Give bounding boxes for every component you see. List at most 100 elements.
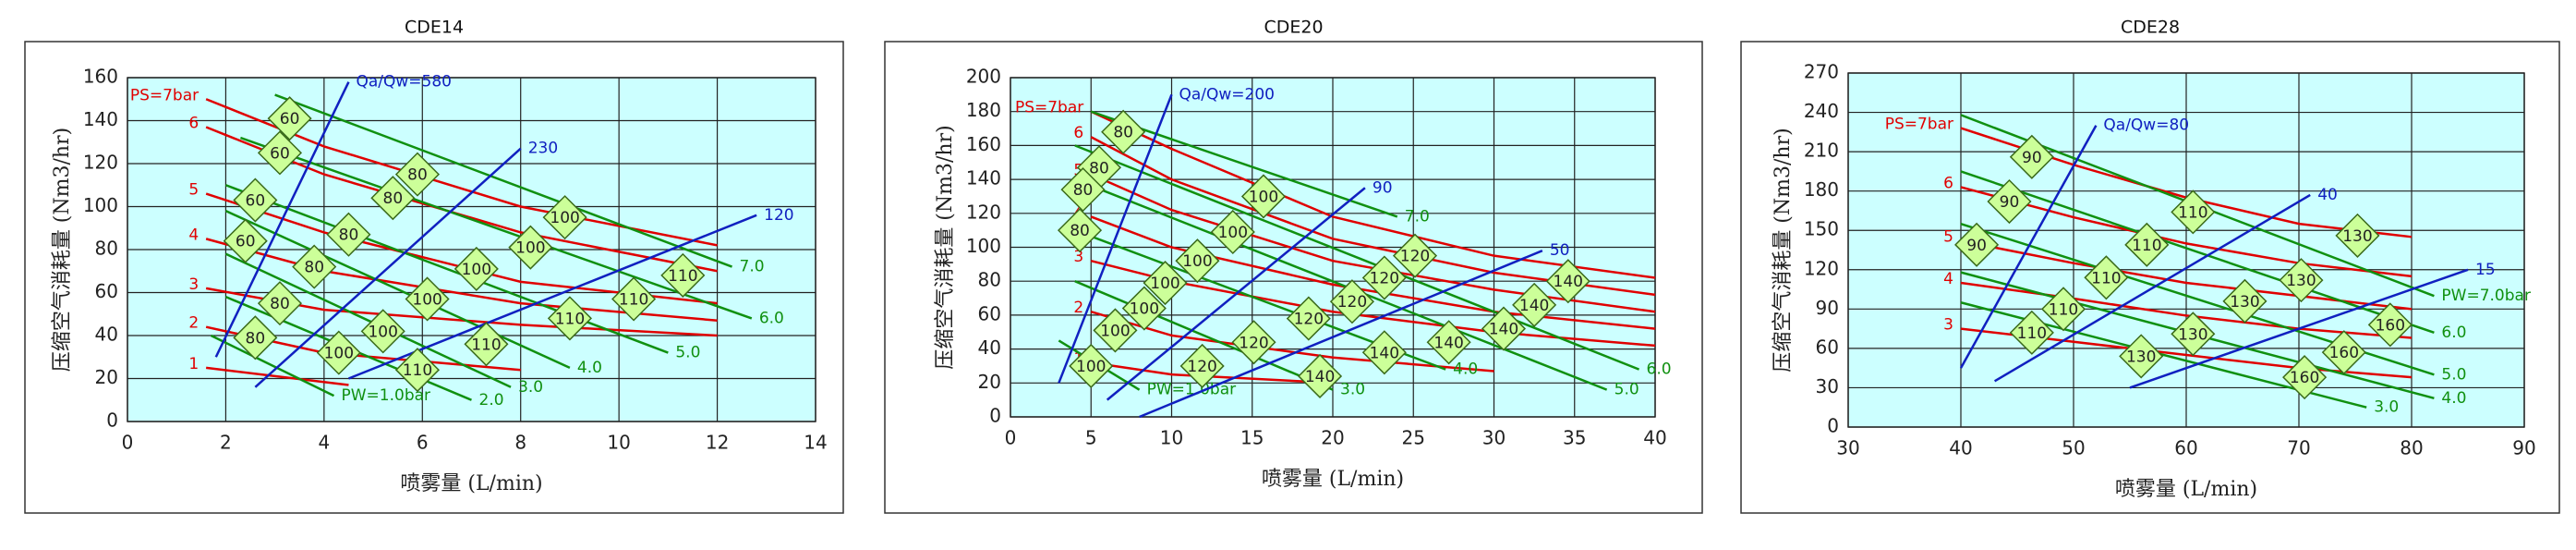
x-tick-label: 30 xyxy=(1482,427,1506,449)
marker-label: 110 xyxy=(2091,269,2121,287)
marker-label: 120 xyxy=(1239,334,1268,352)
y-axis-label: 压缩空气消耗量 (Nm3/hr) xyxy=(51,128,74,372)
x-axis-label: 喷雾量 (L/min) xyxy=(1262,468,1404,491)
y-tick-label: 40 xyxy=(978,336,1001,359)
marker-label: 60 xyxy=(270,144,290,163)
series-line xyxy=(1993,193,2311,383)
series-label: 5 xyxy=(1943,228,1953,247)
y-tick-label: 0 xyxy=(989,405,1001,427)
marker-diamond xyxy=(2222,278,2268,324)
x-tick-label: 20 xyxy=(1321,427,1344,449)
series-label: 7.0 xyxy=(740,258,765,276)
series-line xyxy=(1074,177,1608,391)
marker-diamond xyxy=(2084,255,2129,300)
marker-diamond xyxy=(1175,238,1220,284)
marker-diamond xyxy=(542,195,587,240)
marker-label: 130 xyxy=(2342,227,2372,246)
marker-diamond xyxy=(2040,287,2086,332)
marker-label: 110 xyxy=(619,290,648,309)
marker-diamond xyxy=(1101,109,1146,154)
series-label: 3.0 xyxy=(518,378,543,397)
marker-label: 140 xyxy=(1433,334,1463,352)
series-line xyxy=(1960,186,2413,278)
series-label: 4.0 xyxy=(1453,361,1478,379)
series-label: 50 xyxy=(1550,241,1570,260)
marker-label: 120 xyxy=(1370,270,1399,288)
marker-label: 140 xyxy=(1519,297,1549,315)
series-label: 6 xyxy=(1073,124,1083,142)
x-tick-label: 40 xyxy=(1949,437,1972,459)
marker-label: 100 xyxy=(1249,188,1278,206)
series-label: 6 xyxy=(1943,174,1953,192)
series-label: 4.0 xyxy=(577,359,602,377)
series-label: 3.0 xyxy=(2374,398,2399,417)
y-axis-label: 压缩空气消耗量 (Nm3/hr) xyxy=(1772,128,1795,372)
series-line xyxy=(1139,250,1543,419)
series-label: 230 xyxy=(528,140,558,158)
y-tick-label: 120 xyxy=(966,201,1001,223)
marker-label: 80 xyxy=(1089,159,1109,177)
y-tick-label: 0 xyxy=(106,409,118,432)
series-line xyxy=(214,81,350,358)
marker-diamond xyxy=(360,309,405,354)
x-tick-label: 50 xyxy=(2062,437,2085,459)
x-tick-label: 30 xyxy=(1836,437,1859,459)
x-tick-label: 10 xyxy=(1160,427,1183,449)
marker-diamond xyxy=(292,244,337,289)
y-tick-label: 60 xyxy=(95,280,118,302)
series-label: 2 xyxy=(1073,299,1083,317)
marker-label: 120 xyxy=(1400,248,1430,266)
marker-diamond xyxy=(2282,355,2328,400)
marker-diamond xyxy=(1143,260,1188,306)
y-tick-label: 40 xyxy=(95,324,118,346)
marker-label: 100 xyxy=(1150,275,1179,293)
series-line xyxy=(239,136,753,320)
marker-label: 100 xyxy=(550,209,579,227)
marker-label: 80 xyxy=(1113,124,1133,142)
marker-label: 90 xyxy=(1966,237,1987,255)
marker-diamond xyxy=(1361,330,1407,375)
series-line xyxy=(210,334,335,397)
marker-diamond xyxy=(1240,174,1287,219)
y-tick-label: 100 xyxy=(966,235,1001,257)
series-label: 2.0 xyxy=(479,391,504,409)
x-tick-label: 8 xyxy=(514,432,526,454)
marker-label: 160 xyxy=(2329,344,2359,362)
x-tick-label: 70 xyxy=(2287,437,2310,459)
y-tick-label: 0 xyxy=(1827,415,1839,437)
series-line xyxy=(1058,93,1173,384)
marker-diamond xyxy=(1481,306,1527,351)
x-axis-label: 喷雾量 (L/min) xyxy=(2115,478,2257,501)
marker-diamond xyxy=(2009,134,2054,179)
marker-label: 130 xyxy=(2286,272,2316,290)
marker-label: 140 xyxy=(1305,368,1335,386)
chart-title: CDE14 xyxy=(405,18,464,38)
y-tick-label: 20 xyxy=(978,371,1001,393)
marker-label: 80 xyxy=(383,189,404,208)
series-label: 1 xyxy=(188,355,199,373)
marker-diamond xyxy=(223,218,268,263)
series-label: 90 xyxy=(1373,178,1393,197)
y-tick-label: 100 xyxy=(83,194,118,216)
series-line xyxy=(274,93,732,268)
marker-diamond xyxy=(2171,312,2216,357)
marker-diamond xyxy=(1987,178,2032,225)
x-tick-label: 15 xyxy=(1240,427,1264,449)
marker-label: 110 xyxy=(2017,324,2047,343)
y-tick-label: 90 xyxy=(1816,297,1839,319)
marker-label: 120 xyxy=(1337,293,1367,312)
marker-diamond xyxy=(1297,353,1343,399)
marker-label: 60 xyxy=(246,192,266,211)
marker-diamond xyxy=(464,322,509,367)
series-label: Qa/Qw=80 xyxy=(2103,116,2189,135)
marker-label: 100 xyxy=(1130,300,1159,319)
y-tick-label: 150 xyxy=(1804,218,1839,240)
marker-diamond xyxy=(1954,222,2000,267)
series-label: 6.0 xyxy=(2441,324,2466,342)
series-label: 5 xyxy=(1073,162,1083,180)
marker-diamond xyxy=(1329,279,1375,324)
series-line xyxy=(1091,361,1334,385)
marker-diamond xyxy=(1512,282,1557,327)
series-label: PS=7bar xyxy=(130,86,199,104)
